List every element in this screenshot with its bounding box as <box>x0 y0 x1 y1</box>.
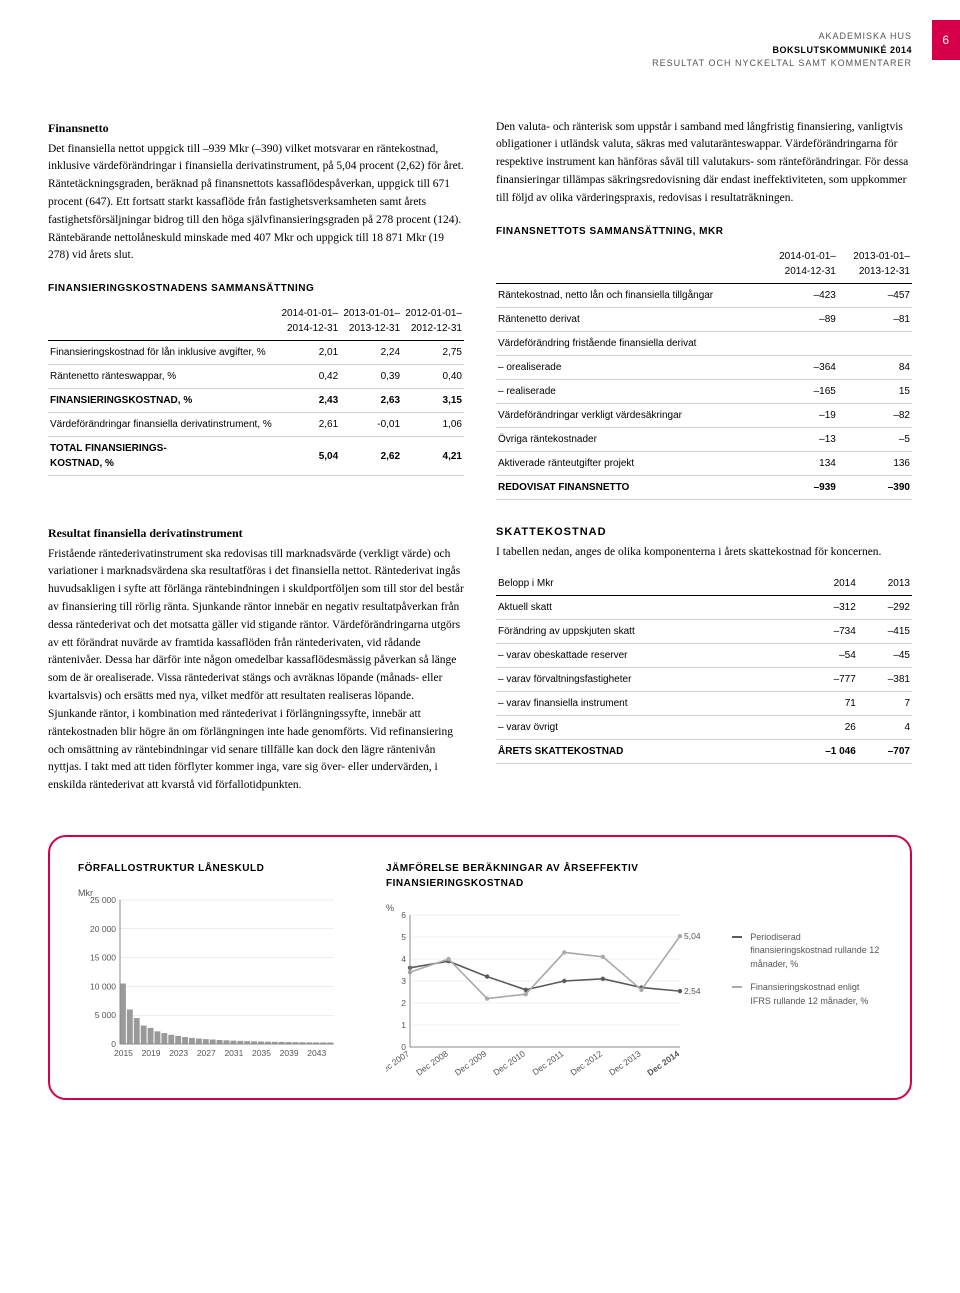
table-row: – varav förvaltningsfastigheter–777–381 <box>496 667 912 691</box>
table-header: 2014 <box>786 572 857 596</box>
table-header: 2012-01-01–2012-12-31 <box>402 302 464 341</box>
table-sum-row: REDOVISAT FINANSNETTO–939–390 <box>496 475 912 499</box>
chart1-title: FÖRFALLOSTRUKTUR LÅNESKULD <box>78 861 354 876</box>
table-header <box>496 245 764 284</box>
page-number-badge: 6 <box>932 20 960 60</box>
table-header: 2013-01-01–2013-12-31 <box>340 302 402 341</box>
svg-text:2039: 2039 <box>280 1048 299 1058</box>
table-finansnetto: 2014-01-01–2014-12-312013-01-01–2013-12-… <box>496 245 912 500</box>
svg-text:Dec 2013: Dec 2013 <box>607 1048 643 1077</box>
svg-text:Dec 2014: Dec 2014 <box>645 1048 681 1077</box>
svg-text:Dec 2009: Dec 2009 <box>453 1048 489 1077</box>
legend-item: Finansieringskostnad enligt IFRS rulland… <box>732 981 882 1008</box>
svg-text:3: 3 <box>401 976 406 986</box>
skatt-title: SKATTEKOSTNAD <box>496 524 912 541</box>
svg-text:5 000: 5 000 <box>95 1010 117 1020</box>
table-row: Aktiverade ränteutgifter projekt134136 <box>496 451 912 475</box>
svg-text:Dec 2012: Dec 2012 <box>568 1048 604 1077</box>
table-row: Övriga räntekostnader–13–5 <box>496 427 912 451</box>
chart2-title: JÄMFÖRELSE BERÄKNINGAR AV ÅRSEFFEKTIV FI… <box>386 861 716 891</box>
derivat-text: Fristående räntederivatinstrument ska re… <box>48 546 464 795</box>
svg-text:25 000: 25 000 <box>90 895 116 905</box>
svg-text:5: 5 <box>401 932 406 942</box>
table-row: – varav övrigt264 <box>496 715 912 739</box>
svg-text:2,54: 2,54 <box>684 986 701 996</box>
table-row: Värdeförändringar verkligt värdesäkringa… <box>496 403 912 427</box>
table-skatt: Belopp i Mkr20142013Aktuell skatt–312–29… <box>496 572 912 764</box>
table-row: FINANSIERINGSKOSTNAD, %2,432,633,15 <box>48 389 464 413</box>
svg-text:1: 1 <box>401 1020 406 1030</box>
table-row: TOTAL FINANSIERINGS-KOSTNAD, %5,042,624,… <box>48 437 464 476</box>
table-row: Värdeförändringar finansiella derivatins… <box>48 413 464 437</box>
table-header: 2013-01-01–2013-12-31 <box>838 245 912 284</box>
right-intro-text: Den valuta- och ränterisk som uppstår i … <box>496 119 912 208</box>
table-row: – orealiserade–36484 <box>496 355 912 379</box>
chart-jamforelse: %01234562,545,04Dec 2007Dec 2008Dec 2009… <box>386 901 716 1081</box>
legend-item: Periodiserad finansieringskostnad rullan… <box>732 931 882 972</box>
table-header: 2014-01-01–2014-12-31 <box>764 245 838 284</box>
header-line3: RESULTAT OCH NYCKELTAL SAMT KOMMENTARER <box>48 57 912 71</box>
table2-title: FINANSNETTOTS SAMMANSÄTTNING, MKR <box>496 224 912 239</box>
svg-text:Dec 2011: Dec 2011 <box>530 1048 565 1077</box>
svg-text:2043: 2043 <box>307 1048 326 1058</box>
svg-text:%: % <box>386 903 394 913</box>
svg-text:Dec 2008: Dec 2008 <box>414 1048 450 1077</box>
svg-text:4: 4 <box>401 954 406 964</box>
svg-text:2: 2 <box>401 998 406 1008</box>
svg-text:2027: 2027 <box>197 1048 216 1058</box>
table-row: Räntekostnad, netto lån och finansiella … <box>496 283 912 307</box>
svg-text:5,04: 5,04 <box>684 931 701 941</box>
table-header: Belopp i Mkr <box>496 572 786 596</box>
table-row: Värdeförändring fristående finansiella d… <box>496 331 912 355</box>
derivat-title: Resultat finansiella derivatinstrument <box>48 524 464 542</box>
intro-row: Finansnetto Det finansiella nettot uppgi… <box>48 119 912 500</box>
table-row: – varav obeskattade reserver–54–45 <box>496 643 912 667</box>
finansnetto-text: Det finansiella nettot uppgick till –939… <box>48 141 464 266</box>
header-line2: BOKSLUTSKOMMUNIKÉ 2014 <box>48 44 912 58</box>
table-row: – realiserade–16515 <box>496 379 912 403</box>
charts-frame: FÖRFALLOSTRUKTUR LÅNESKULD Mkr05 00010 0… <box>48 835 912 1101</box>
table-sum-row: ÅRETS SKATTEKOSTNAD–1 046–707 <box>496 739 912 763</box>
second-row: Resultat finansiella derivatinstrument F… <box>48 524 912 795</box>
svg-text:2019: 2019 <box>142 1048 161 1058</box>
table-row: Räntenetto ränteswappar, %0,420,390,40 <box>48 365 464 389</box>
table-header <box>48 302 278 341</box>
svg-text:15 000: 15 000 <box>90 953 116 963</box>
svg-text:6: 6 <box>401 910 406 920</box>
table-finansieringskostnad: 2014-01-01–2014-12-312013-01-01–2013-12-… <box>48 302 464 476</box>
table-header: 2014-01-01–2014-12-31 <box>278 302 340 341</box>
table-row: – varav finansiella instrument717 <box>496 691 912 715</box>
table-row: Räntenetto derivat–89–81 <box>496 307 912 331</box>
table1-title: FINANSIERINGSKOSTNADENS SAMMANSÄTTNING <box>48 281 464 296</box>
table-header: 2013 <box>858 572 912 596</box>
svg-text:Dec 2010: Dec 2010 <box>491 1048 527 1077</box>
svg-text:2023: 2023 <box>169 1048 188 1058</box>
svg-text:Dec 2007: Dec 2007 <box>386 1048 411 1077</box>
table-row: Förändring av uppskjuten skatt–734–415 <box>496 619 912 643</box>
chart2-legend: Periodiserad finansieringskostnad rullan… <box>732 931 882 1087</box>
svg-text:2031: 2031 <box>224 1048 243 1058</box>
svg-text:2015: 2015 <box>114 1048 133 1058</box>
finansnetto-title: Finansnetto <box>48 119 464 137</box>
svg-text:20 000: 20 000 <box>90 924 116 934</box>
skatt-text: I tabellen nedan, anges de olika kompone… <box>496 544 912 562</box>
header-line1: AKADEMISKA HUS <box>48 30 912 44</box>
chart-forfallostruktur: Mkr05 00010 00015 00020 00025 0002015201… <box>78 886 338 1066</box>
page-header: AKADEMISKA HUS BOKSLUTSKOMMUNIKÉ 2014 RE… <box>48 30 912 71</box>
svg-text:2035: 2035 <box>252 1048 271 1058</box>
table-row: Finansieringskostnad för lån inklusive a… <box>48 341 464 365</box>
table-row: Aktuell skatt–312–292 <box>496 595 912 619</box>
svg-text:10 000: 10 000 <box>90 981 116 991</box>
